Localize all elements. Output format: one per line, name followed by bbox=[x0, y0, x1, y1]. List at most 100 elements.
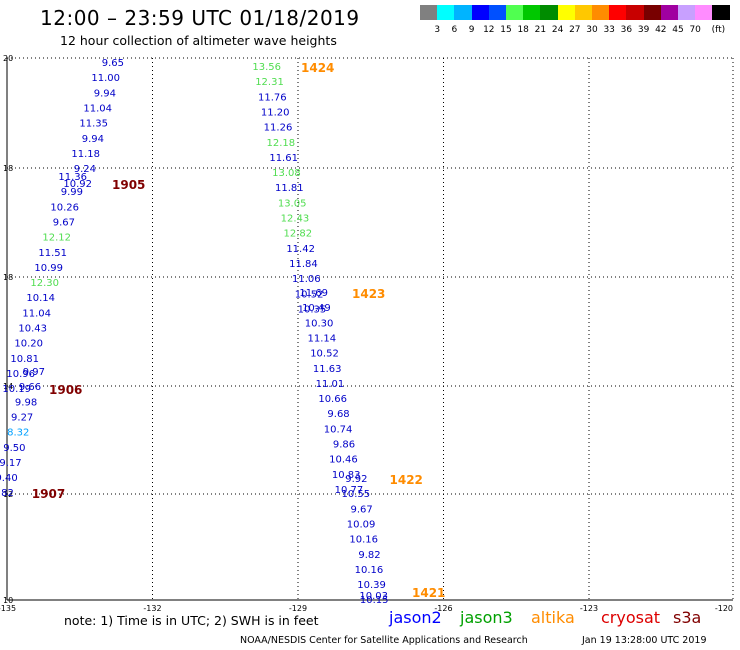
wave-height-value: 11.04 bbox=[22, 308, 51, 319]
wave-height-value: 9.66 bbox=[19, 382, 41, 393]
track-1421: 10.03 1421 bbox=[359, 586, 445, 602]
wave-height-value: 11.35 bbox=[79, 119, 108, 130]
latitude-tick-label: 12 bbox=[3, 490, 13, 499]
wave-height-value: 10.81 bbox=[10, 354, 39, 365]
wave-height-value: 11.42 bbox=[286, 244, 315, 255]
wave-height-value: 11.04 bbox=[83, 103, 112, 114]
scale-swatch bbox=[643, 5, 661, 20]
scale-label: 36 bbox=[620, 25, 633, 35]
wave-height-value: 9.99 bbox=[61, 187, 83, 198]
wave-height-value: 11.18 bbox=[71, 149, 100, 160]
wave-height-value: 11.20 bbox=[261, 107, 290, 118]
wave-height-value: 11.14 bbox=[307, 333, 336, 344]
wave-height-value: 9.65 bbox=[102, 58, 124, 69]
longitude-tick-label: -120 bbox=[715, 604, 733, 613]
scale-label: 3 bbox=[434, 25, 441, 35]
wave-height-value: 11.69 bbox=[299, 288, 328, 299]
scale-label: 33 bbox=[603, 25, 615, 35]
track-1422: 9.9210.559.6710.0910.169.8210.1610.3910.… bbox=[341, 473, 422, 606]
wave-height-value: 10.55 bbox=[341, 489, 370, 500]
scale-label: 18 bbox=[517, 25, 529, 35]
wave-height-value: 10.96 bbox=[6, 369, 35, 380]
scale-swatch bbox=[678, 5, 696, 20]
wave-height-value: 11.51 bbox=[38, 248, 67, 259]
scale-swatch bbox=[557, 5, 575, 20]
longitude-tick-label: -126 bbox=[434, 604, 452, 613]
scale-swatch bbox=[471, 5, 489, 20]
scale-swatch bbox=[523, 5, 541, 20]
pass-time-label: 1421 bbox=[412, 586, 445, 600]
scale-swatch bbox=[540, 5, 558, 20]
legend-s3a: s3a bbox=[673, 608, 702, 627]
wave-height-value: 11.26 bbox=[264, 123, 293, 134]
wave-height-value: 9.67 bbox=[53, 217, 75, 228]
legend-cryosat: cryosat bbox=[601, 608, 661, 627]
wave-height-value: 10.03 bbox=[359, 591, 388, 602]
wave-height-value: 10.83 bbox=[332, 470, 361, 481]
credit-line: NOAA/NESDIS Center for Satellite Applica… bbox=[240, 635, 528, 646]
scale-swatch bbox=[609, 5, 627, 20]
scale-label: 39 bbox=[637, 25, 650, 35]
track-1907: 9.97 9.66 9.98 9.27 8.32 9.50 9.17 9.40 9.82 1907 bbox=[0, 367, 65, 501]
wave-height-value: 12.30 bbox=[30, 278, 59, 289]
scale-label: 42 bbox=[655, 25, 667, 35]
wave-height-value: 12.43 bbox=[281, 214, 310, 225]
wave-height-value: 10.52 bbox=[310, 349, 339, 360]
wave-height-value: 10.26 bbox=[50, 202, 79, 213]
track-1906: 11.36 9.99 10.26 9.67 12.12 11.51 10.99 12.30 10… bbox=[2, 172, 87, 397]
scale-swatch bbox=[574, 5, 592, 20]
wave-height-value: 9.24 bbox=[74, 164, 96, 175]
latitude-tick-label: 20 bbox=[3, 54, 13, 63]
track-1424: 13.56 12.31 11.76 11.20 11.26 12.18 11.61 13.08… bbox=[252, 61, 334, 315]
scale-unit: (ft) bbox=[711, 25, 726, 35]
scale-swatch bbox=[420, 5, 438, 20]
wave-height-value: 10.92 bbox=[63, 179, 92, 190]
wave-height-value: 9.98 bbox=[15, 397, 37, 408]
map-subtitle: 12 hour collection of altimeter wave hei… bbox=[60, 33, 337, 48]
pass-time-label: 1424 bbox=[301, 61, 334, 75]
wave-height-value: 10.77 bbox=[335, 485, 364, 496]
axis-tick-labels: -135 -132 -129 -126 -123 -120 20 18 18 14 12 10 bbox=[0, 54, 733, 613]
wave-height-value: 11.63 bbox=[313, 364, 342, 375]
wave-height-value: 11.00 bbox=[91, 73, 120, 84]
wave-height-value: 10.14 bbox=[26, 293, 55, 304]
scale-label: 30 bbox=[586, 25, 598, 35]
scale-swatch bbox=[506, 5, 524, 20]
wave-height-value: 11.06 bbox=[292, 274, 321, 285]
wave-height-value: 9.82 bbox=[0, 488, 14, 499]
wave-height-value: 13.08 bbox=[272, 168, 301, 179]
generation-timestamp: Jan 19 13:28:00 UTC 2019 bbox=[582, 635, 707, 646]
scale-swatch bbox=[660, 5, 678, 20]
scale-swatch bbox=[712, 5, 730, 20]
wave-height-value: 12.31 bbox=[255, 77, 284, 88]
wave-height-value: 9.86 bbox=[333, 440, 355, 451]
legend-altika: altika bbox=[531, 608, 575, 627]
wave-height-value: 11.01 bbox=[316, 379, 345, 390]
latitude-tick-label: 18 bbox=[3, 273, 13, 282]
scale-swatch bbox=[488, 5, 506, 20]
pass-time-label: 1423 bbox=[352, 287, 385, 301]
scale-label: 70 bbox=[689, 25, 701, 35]
wave-height-value: 10.09 bbox=[347, 519, 376, 530]
wave-height-value: 9.27 bbox=[11, 412, 33, 423]
scale-label: 21 bbox=[534, 25, 547, 35]
altimeter-tracks: 9.65 11.00 9.94 11.04 11.35 9.94 11.18 9.24 10.9… bbox=[0, 58, 445, 606]
wave-height-value: 10.15 bbox=[360, 595, 389, 606]
pass-time-label: 1905 bbox=[112, 178, 145, 192]
longitude-tick-label: -123 bbox=[580, 604, 598, 613]
wave-height-value: 9.17 bbox=[0, 458, 22, 469]
latitude-tick-label: 18 bbox=[3, 164, 13, 173]
wave-height-value: 9.82 bbox=[358, 550, 380, 561]
scale-swatch bbox=[592, 5, 610, 20]
scale-swatch bbox=[626, 5, 644, 20]
wave-height-value: 10.30 bbox=[305, 318, 334, 329]
wave-height-value: 13.56 bbox=[252, 62, 281, 73]
scale-swatch bbox=[437, 5, 455, 20]
units-note: note: 1) Time is in UTC; 2) SWH is in fe… bbox=[64, 613, 319, 628]
wave-height-value: 12.18 bbox=[267, 138, 296, 149]
latitude-tick-label: 14 bbox=[3, 382, 13, 391]
scale-label: 6 bbox=[451, 25, 458, 35]
wave-height-value: 10.46 bbox=[329, 455, 358, 466]
pass-time-label: 1422 bbox=[390, 473, 423, 487]
